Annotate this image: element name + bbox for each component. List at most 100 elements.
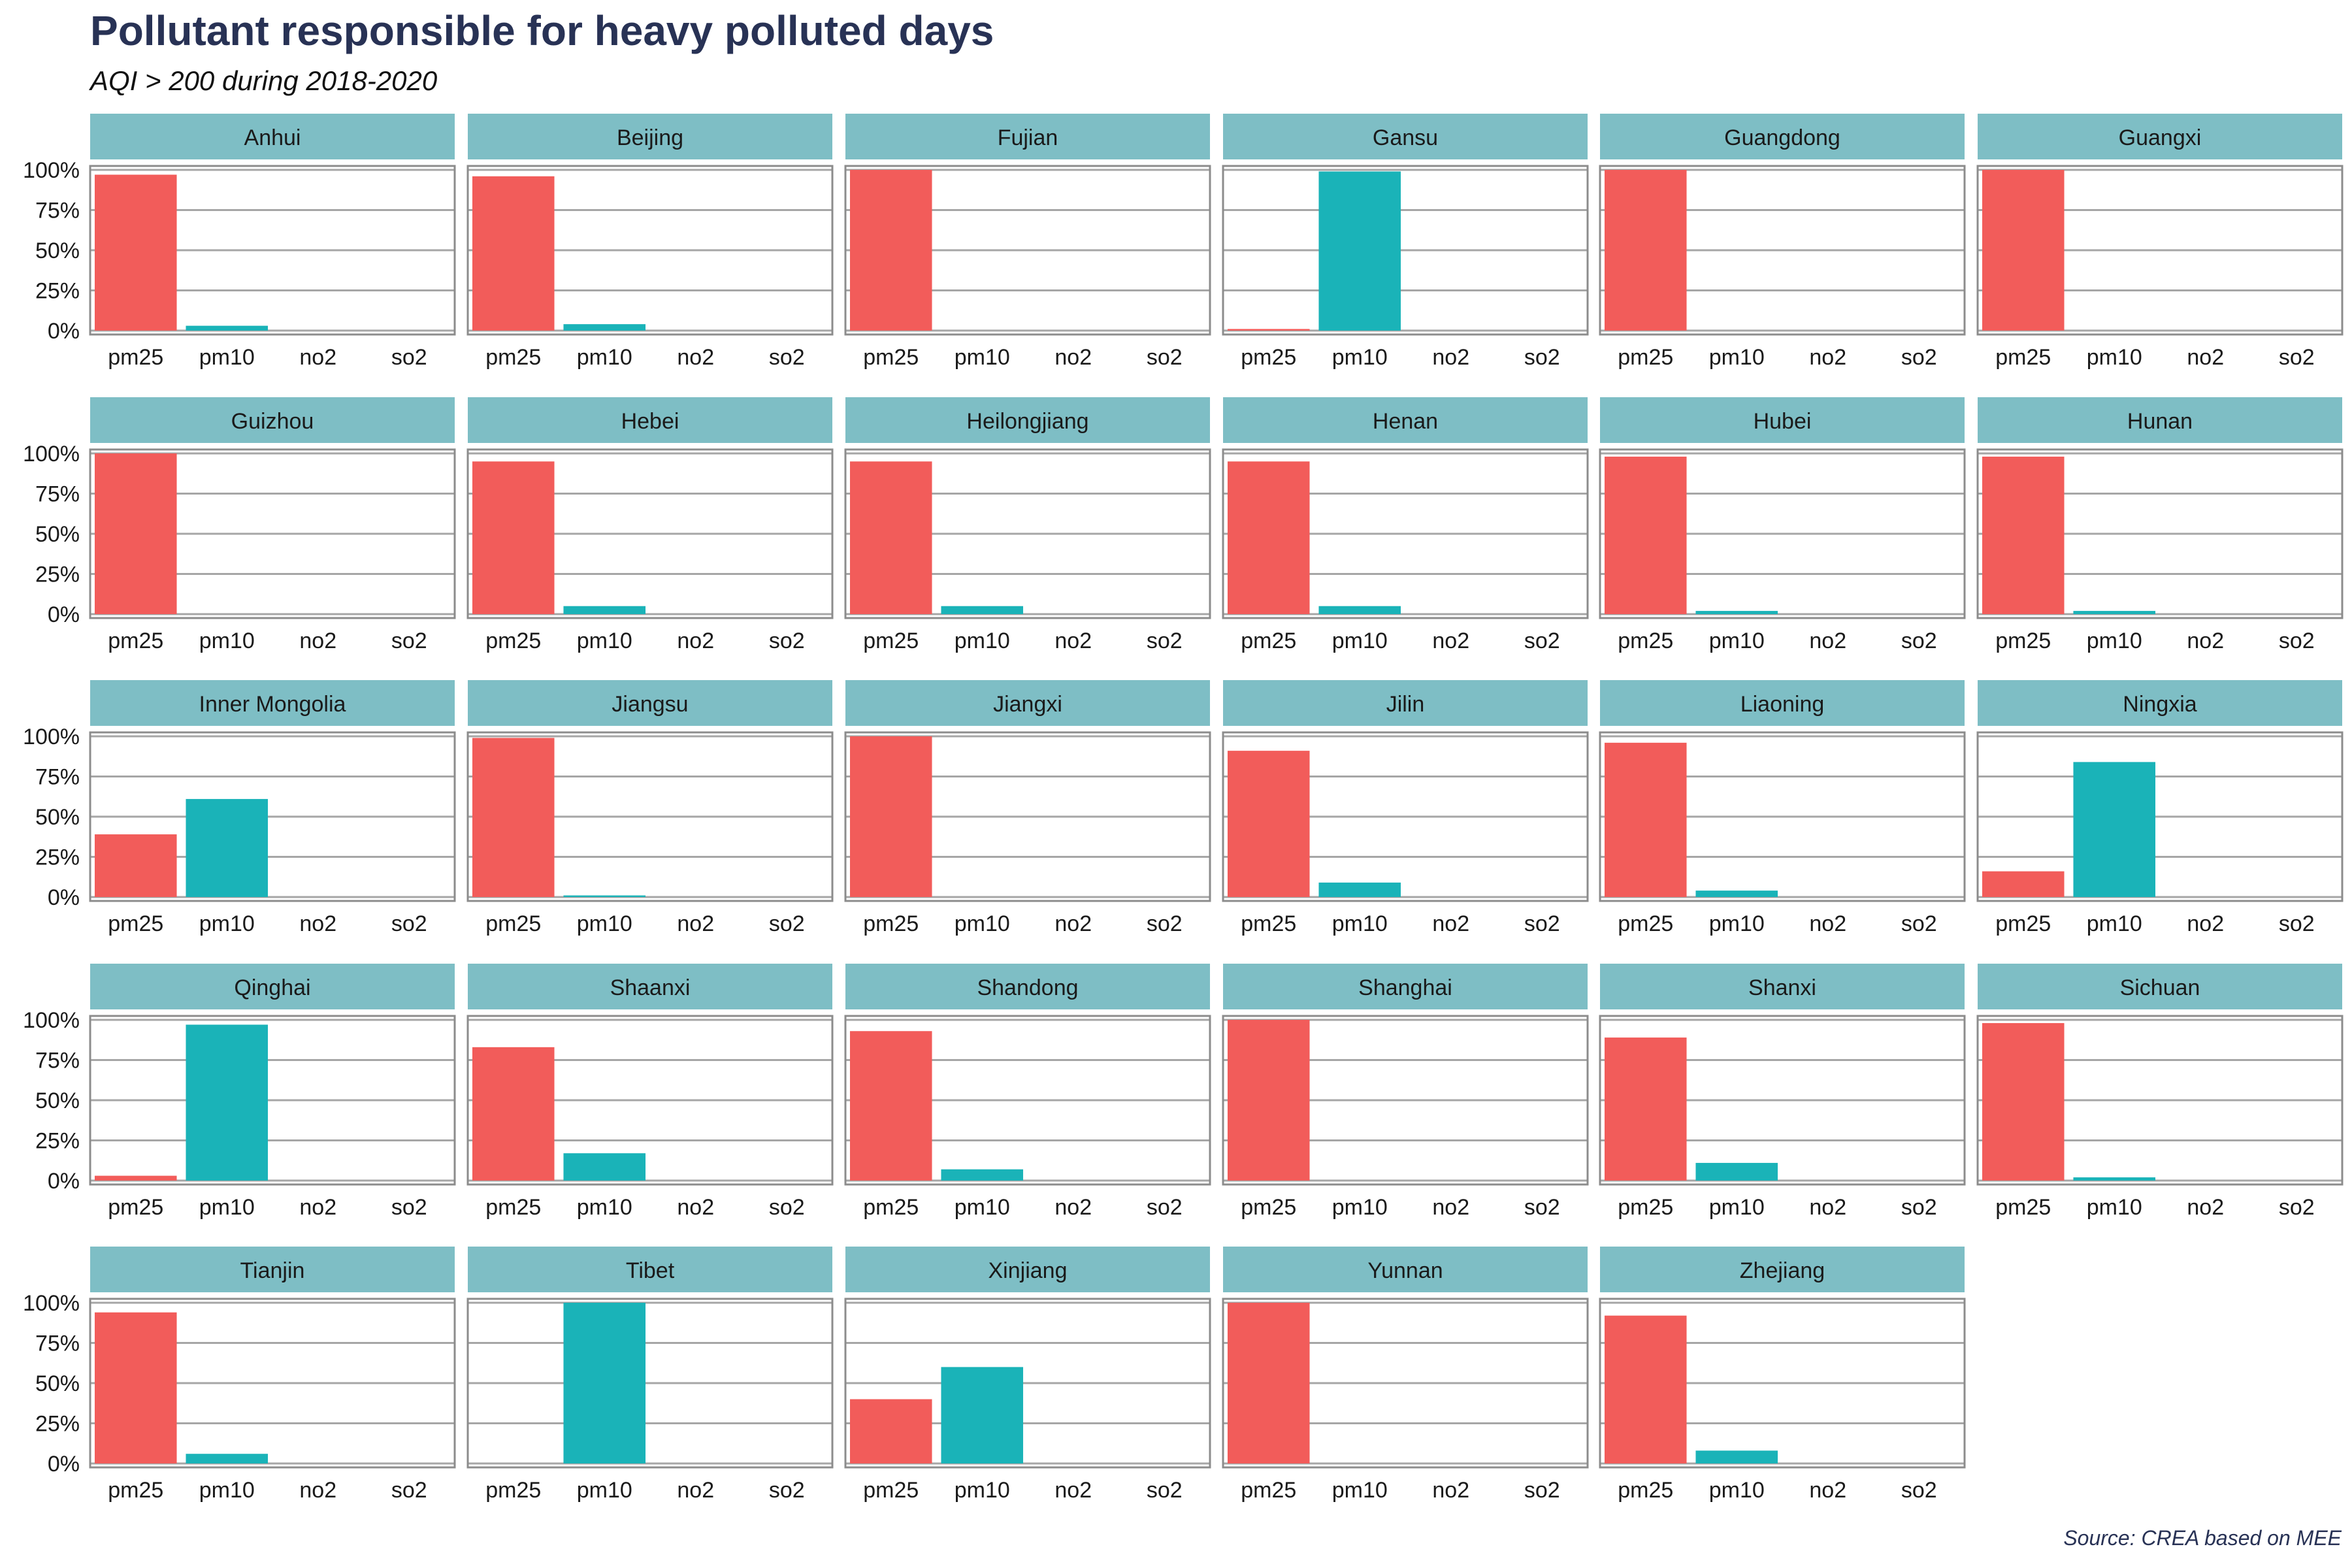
facet-strip xyxy=(845,680,1210,726)
bar-pm25 xyxy=(94,453,177,614)
facet-label: Jiangsu xyxy=(612,692,688,717)
bar-pm10 xyxy=(563,606,646,614)
y-tick-label: 0% xyxy=(48,1452,80,1477)
bar-pm25 xyxy=(1604,1037,1687,1181)
y-tick-label: 75% xyxy=(35,482,80,507)
bar-pm10 xyxy=(563,1303,646,1463)
x-tick-label: pm25 xyxy=(1618,629,1673,653)
facet-strip xyxy=(1600,114,1965,159)
facet-strip xyxy=(1600,397,1965,443)
y-tick-label: 0% xyxy=(48,1169,80,1194)
x-tick-label: so2 xyxy=(391,1195,427,1220)
x-tick-label: pm25 xyxy=(1618,1195,1673,1220)
facet-label: Zhejiang xyxy=(1740,1258,1825,1283)
x-tick-label: so2 xyxy=(2279,1195,2315,1220)
x-tick-label: no2 xyxy=(299,345,336,370)
x-tick-label: so2 xyxy=(1901,911,1937,936)
y-tick-label: 100% xyxy=(23,442,80,466)
bar-pm25 xyxy=(1604,456,1687,614)
facet-strip xyxy=(845,964,1210,1009)
x-tick-label: pm10 xyxy=(955,629,1010,653)
bar-pm10 xyxy=(1695,890,1778,897)
bar-pm10 xyxy=(563,1153,646,1181)
x-tick-label: pm25 xyxy=(485,1195,541,1220)
facet-label: Hebei xyxy=(621,409,679,434)
y-tick-label: 50% xyxy=(35,238,80,263)
x-tick-label: no2 xyxy=(1809,911,1846,936)
x-tick-label: pm10 xyxy=(1332,345,1388,370)
bar-pm10 xyxy=(941,606,1024,614)
x-tick-label: no2 xyxy=(1809,1478,1846,1503)
panel-frame xyxy=(1222,448,1589,619)
y-tick-label: 25% xyxy=(35,279,80,304)
facet-strip xyxy=(845,397,1210,443)
x-tick-label: so2 xyxy=(1901,629,1937,653)
x-tick-label: no2 xyxy=(1432,911,1469,936)
bar-pm25 xyxy=(849,736,932,897)
x-tick-label: no2 xyxy=(1432,1478,1469,1503)
facet-strip xyxy=(845,114,1210,159)
x-tick-label: so2 xyxy=(1147,345,1183,370)
x-tick-label: pm25 xyxy=(1995,911,2051,936)
facet-strip xyxy=(468,1247,832,1292)
x-tick-label: pm10 xyxy=(1332,911,1388,936)
facet-label: Shandong xyxy=(977,975,1078,1000)
facet-label: Anhui xyxy=(244,125,301,150)
bar-pm25 xyxy=(1227,1020,1310,1181)
facet-label: Gansu xyxy=(1373,125,1438,150)
x-tick-label: so2 xyxy=(1147,1478,1183,1503)
x-tick-label: pm10 xyxy=(1709,1195,1765,1220)
bar-pm10 xyxy=(186,1024,269,1181)
x-tick-label: no2 xyxy=(1054,911,1092,936)
x-tick-label: so2 xyxy=(769,1478,805,1503)
facet-strip xyxy=(468,397,832,443)
x-tick-label: pm25 xyxy=(863,345,919,370)
panel-frame xyxy=(844,1298,1211,1469)
bar-pm25 xyxy=(1982,170,2065,331)
x-tick-label: pm10 xyxy=(1332,1195,1388,1220)
panel-frame xyxy=(466,165,834,336)
facet-label: Sichuan xyxy=(2120,975,2200,1000)
x-tick-label: pm25 xyxy=(1241,911,1296,936)
x-tick-label: pm10 xyxy=(1709,629,1765,653)
facet-strip xyxy=(90,964,455,1009)
bar-pm25 xyxy=(1604,1315,1687,1463)
facet-strip xyxy=(90,114,455,159)
facet-label: Guangdong xyxy=(1724,125,1840,150)
x-tick-label: pm10 xyxy=(577,629,632,653)
y-tick-label: 50% xyxy=(35,1088,80,1113)
facet-strip xyxy=(1223,680,1588,726)
x-tick-label: pm10 xyxy=(1709,345,1765,370)
x-tick-label: so2 xyxy=(1524,345,1560,370)
facet-label: Shaanxi xyxy=(610,975,691,1000)
x-tick-label: so2 xyxy=(1147,1195,1183,1220)
bar-pm25 xyxy=(472,176,555,331)
x-tick-label: no2 xyxy=(677,1195,714,1220)
x-tick-label: so2 xyxy=(769,911,805,936)
y-tick-label: 25% xyxy=(35,1129,80,1154)
bar-pm25 xyxy=(849,461,932,614)
panel-frame xyxy=(1976,1015,2344,1186)
x-tick-label: pm25 xyxy=(485,1478,541,1503)
x-tick-label: so2 xyxy=(391,1478,427,1503)
facet-strip xyxy=(468,680,832,726)
facet-strip xyxy=(1978,397,2342,443)
x-tick-label: pm10 xyxy=(199,345,255,370)
bar-pm25 xyxy=(94,1175,177,1181)
y-tick-label: 75% xyxy=(35,199,80,223)
x-tick-label: pm25 xyxy=(1241,1195,1296,1220)
panel-frame xyxy=(1599,1298,1966,1469)
panel-frame xyxy=(466,1298,834,1469)
x-tick-label: pm10 xyxy=(2087,629,2142,653)
bar-pm25 xyxy=(1227,461,1310,614)
facet-strip xyxy=(1223,964,1588,1009)
x-tick-label: pm10 xyxy=(1332,1478,1388,1503)
x-tick-label: pm10 xyxy=(1709,1478,1765,1503)
bar-pm25 xyxy=(1982,456,2065,614)
x-tick-label: so2 xyxy=(2279,629,2315,653)
x-tick-label: so2 xyxy=(1901,345,1937,370)
facet-label: Jilin xyxy=(1386,692,1425,717)
x-tick-label: pm25 xyxy=(1241,345,1296,370)
x-tick-label: pm25 xyxy=(108,345,163,370)
